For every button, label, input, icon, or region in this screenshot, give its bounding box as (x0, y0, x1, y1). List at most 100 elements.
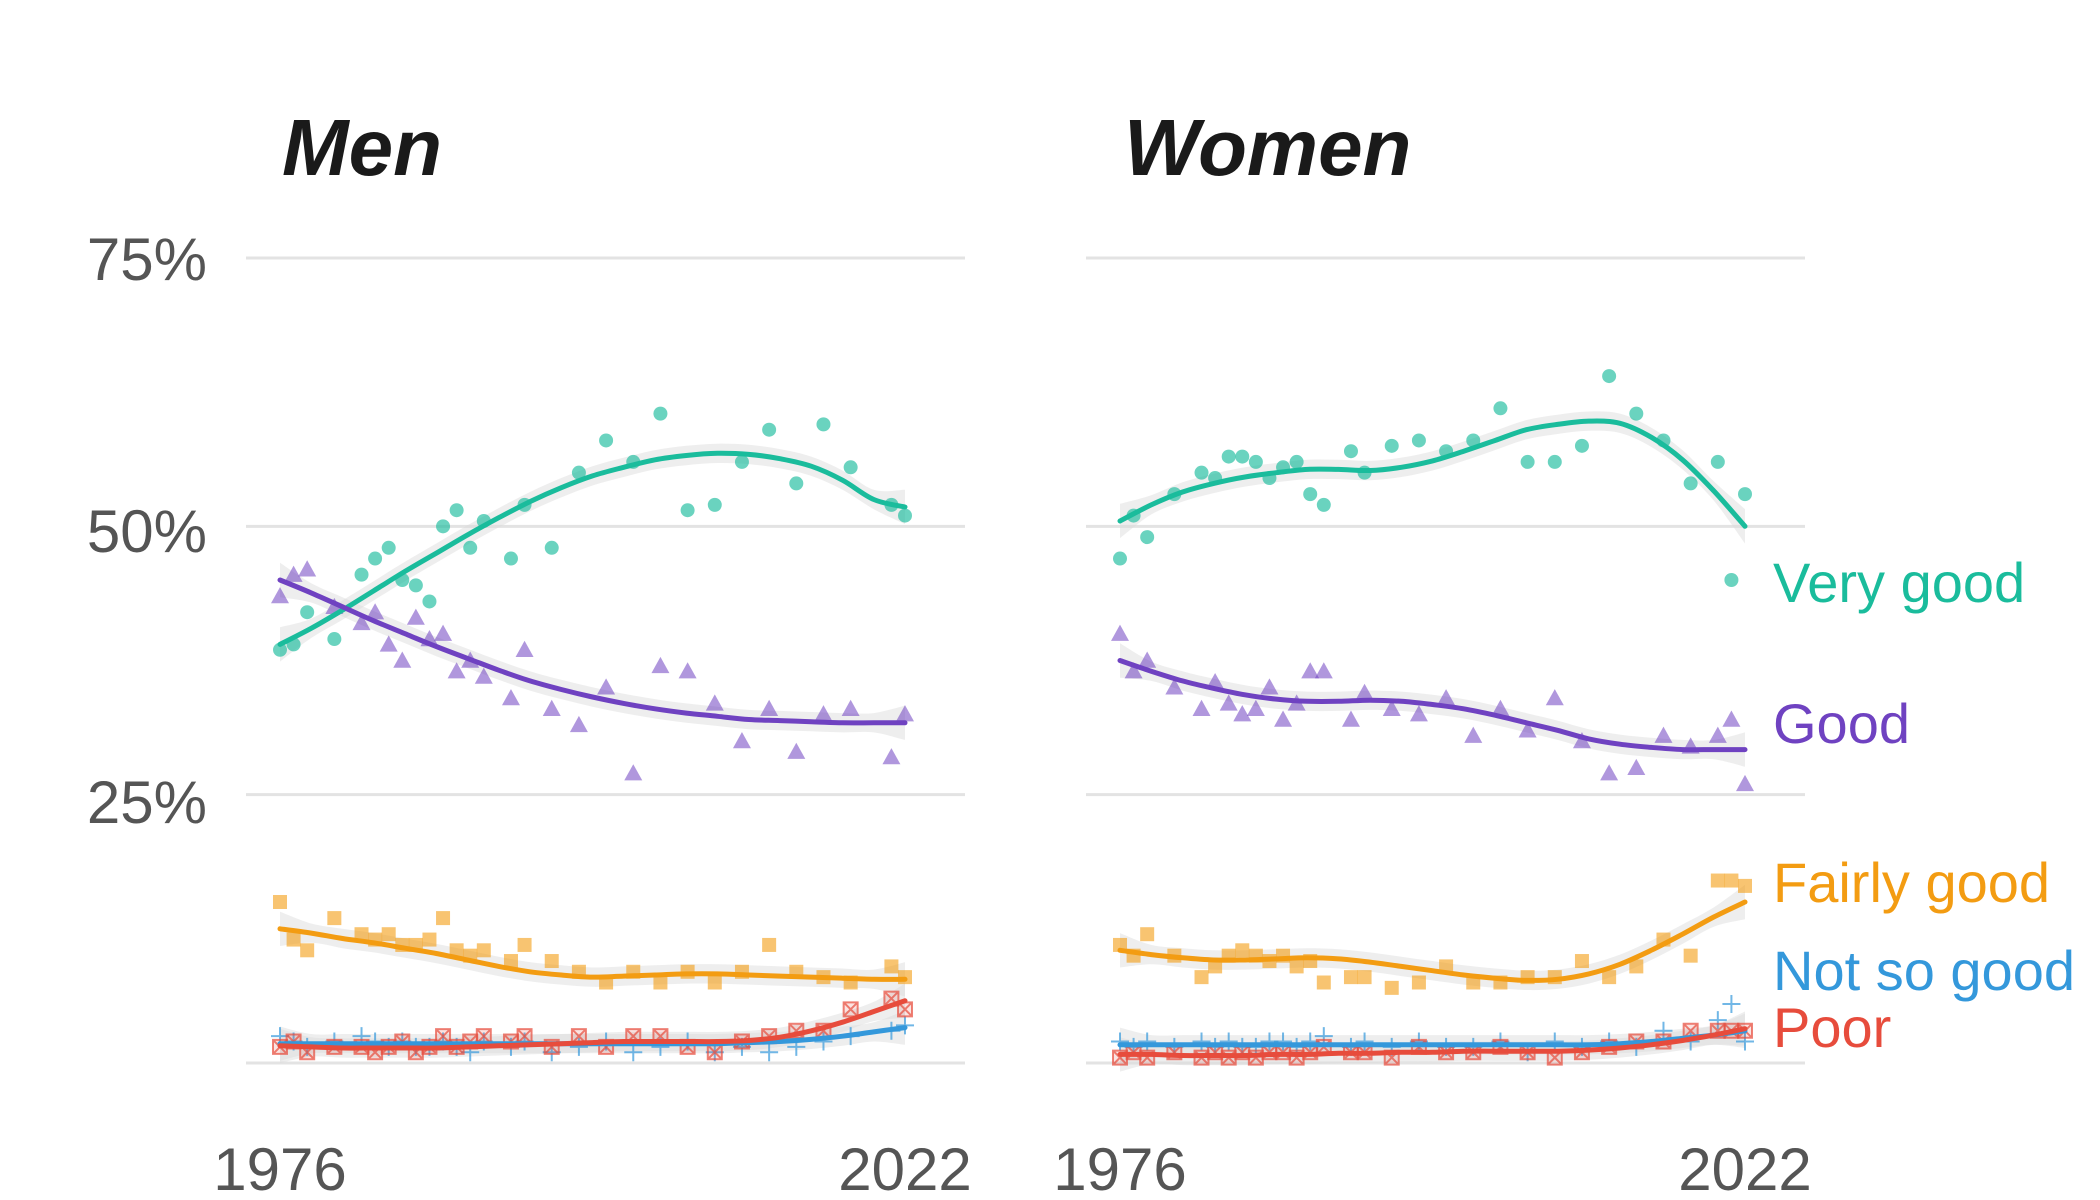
point-good-1985 (393, 651, 412, 668)
point-fairly-good-1989 (449, 943, 464, 958)
point-good-2000 (597, 678, 616, 695)
point-good-2008 (705, 694, 724, 711)
point-good-2002 (1464, 726, 1483, 743)
point-very-good-2008 (1547, 454, 1562, 469)
series-label-good: Good (1773, 692, 1910, 755)
point-very-good-1998 (1411, 433, 1426, 448)
trend-line-fairly-good (1117, 899, 1748, 983)
point-very-good-1978 (300, 605, 315, 620)
point-very-good-1989 (1289, 454, 1304, 469)
point-very-good-1976 (273, 642, 287, 657)
point-very-good-2022 (1738, 487, 1752, 502)
trend-line-poor (277, 998, 908, 1051)
point-very-good-1986 (408, 578, 423, 593)
point-very-good-1993 (1343, 444, 1358, 459)
point-good-1994 (515, 640, 534, 657)
point-fairly-good-2020 (1710, 873, 1725, 888)
point-good-1998 (569, 715, 588, 733)
point-very-good-2006 (680, 503, 695, 518)
point-very-good-2014 (1629, 406, 1644, 421)
trend-line-very-good (1117, 418, 1748, 529)
point-not-so-good-1984 (1219, 1032, 1238, 1051)
point-good-1987 (1260, 678, 1279, 695)
point-very-good-1989 (449, 503, 464, 518)
point-fairly-good-2008 (707, 975, 722, 990)
point-fairly-good-1989 (1289, 959, 1304, 974)
point-very-good-2021 (1724, 573, 1739, 587)
point-not-so-good-2016 (1654, 1021, 1673, 1040)
point-not-so-good-1978 (1138, 1032, 1157, 1051)
y-tick-50: 50% (87, 498, 207, 565)
point-fairly-good-1977 (286, 932, 301, 947)
point-good-1996 (542, 699, 561, 716)
point-good-2012 (760, 699, 779, 716)
point-good-2006 (1518, 721, 1537, 738)
series-label-very-good: Very good (1773, 551, 2025, 614)
point-good-2008 (1545, 689, 1564, 706)
point-fairly-good-2021 (1724, 873, 1739, 888)
point-fairly-good-1994 (517, 937, 532, 952)
point-very-good-2002 (1466, 433, 1481, 448)
confidence-band-fairly-good (1120, 884, 1745, 991)
point-fairly-good-1978 (1140, 927, 1155, 942)
point-fairly-good-1985 (1235, 943, 1250, 958)
point-very-good-1998 (571, 465, 586, 480)
point-good-1988 (434, 624, 453, 641)
point-very-good-2012 (1602, 369, 1617, 384)
point-good-2022 (896, 705, 914, 722)
point-very-good-2012 (762, 422, 777, 437)
point-very-good-1980 (327, 632, 342, 647)
point-very-good-1984 (1221, 449, 1236, 464)
y-tick-25: 25% (87, 769, 207, 836)
panel-title-women: Women (1124, 103, 1411, 192)
point-not-so-good-2012 (760, 1043, 779, 1062)
point-good-2004 (1491, 699, 1510, 716)
point-good-2018 (841, 699, 860, 716)
point-good-1984 (379, 635, 398, 652)
point-very-good-1983 (368, 551, 383, 566)
trend-lines (280, 443, 905, 1063)
point-fairly-good-1993 (1343, 970, 1358, 985)
point-very-good-2018 (843, 460, 858, 475)
series-label-fairly-good: Fairly good (1773, 851, 2050, 914)
point-fairly-good-2021 (884, 959, 899, 974)
point-fairly-good-1980 (327, 911, 342, 926)
point-fairly-good-1982 (354, 927, 369, 942)
gridlines (1086, 256, 1805, 1065)
point-very-good-1986 (1248, 454, 1263, 469)
point-fairly-good-1976 (273, 895, 287, 909)
point-very-good-2008 (707, 497, 722, 512)
point-fairly-good-2004 (653, 975, 668, 990)
point-very-good-1990 (1303, 487, 1318, 502)
series-label-poor: Poor (1773, 996, 1891, 1059)
point-very-good-2000 (599, 433, 614, 448)
point-fairly-good-1991 (1316, 975, 1331, 990)
point-fairly-good-1982 (1194, 970, 1209, 985)
point-good-1991 (474, 667, 493, 684)
trend-line-very-good (277, 450, 908, 647)
point-good-1983 (1206, 672, 1225, 690)
y-tick-75: 75% (87, 226, 207, 293)
point-good-1991 (1314, 662, 1333, 679)
point-good-1982 (1192, 699, 1211, 716)
point-good-2004 (651, 656, 670, 674)
point-poor-2022 (897, 1001, 913, 1018)
point-fairly-good-1994 (1357, 970, 1372, 985)
point-good-1986 (406, 608, 425, 625)
point-not-so-good-1991 (1314, 1027, 1333, 1046)
point-not-so-good-1976 (1111, 1032, 1129, 1051)
series-labels: Very good Good Fairly good Not so good P… (1773, 551, 2075, 1059)
point-good-1977 (1124, 662, 1143, 679)
point-fairly-good-2022 (1738, 878, 1752, 893)
confidence-band-fairly-good (280, 911, 905, 997)
point-not-so-good-2008 (1545, 1032, 1564, 1051)
point-good-2010 (732, 732, 751, 749)
point-good-2016 (1654, 726, 1673, 743)
point-not-so-good-1982 (1192, 1032, 1211, 1051)
point-fairly-good-2012 (762, 937, 777, 952)
point-good-1976 (1111, 624, 1129, 641)
point-good-1996 (1382, 699, 1401, 716)
point-good-1978 (298, 560, 317, 577)
point-good-1978 (1138, 651, 1157, 668)
point-fairly-good-1996 (544, 954, 559, 969)
